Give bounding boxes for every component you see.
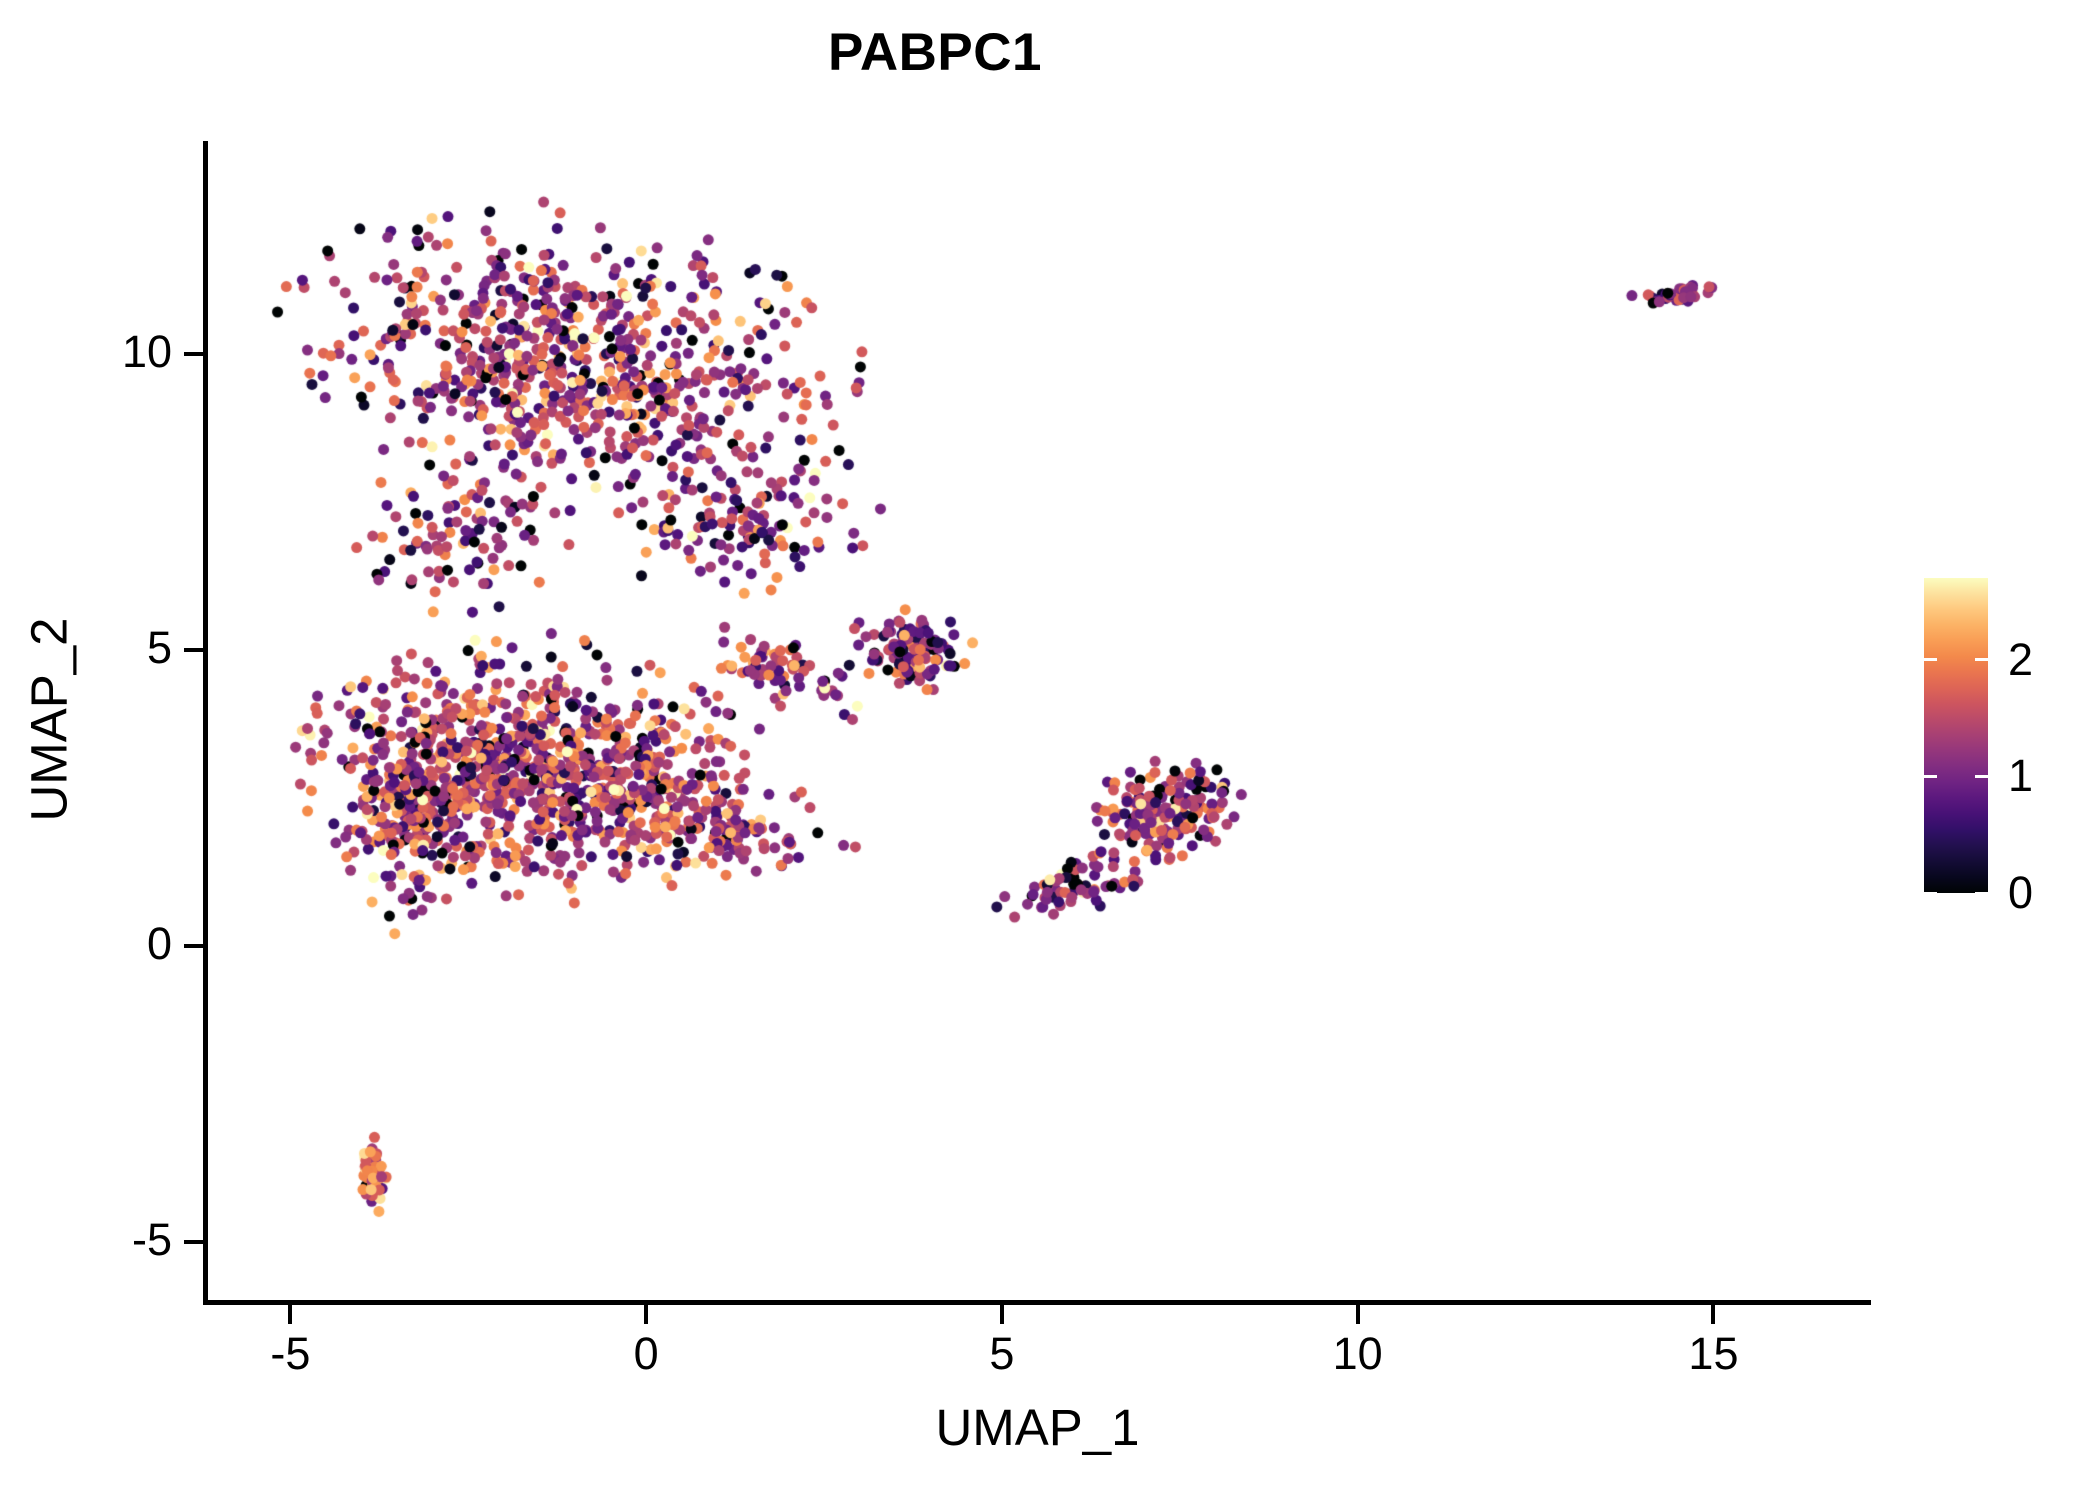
colorbar-tick-mark bbox=[1924, 774, 1937, 778]
scatter-plot-panel bbox=[205, 141, 1870, 1301]
x-axis-line bbox=[203, 1300, 1871, 1305]
y-tick-mark bbox=[184, 352, 203, 357]
colorbar-tick-mark bbox=[1975, 891, 1988, 895]
x-tick-label: -5 bbox=[270, 1328, 311, 1379]
x-tick-label: 15 bbox=[1688, 1328, 1739, 1379]
x-tick-mark bbox=[999, 1305, 1004, 1324]
x-tick-mark bbox=[288, 1305, 293, 1324]
y-tick-mark bbox=[184, 943, 203, 948]
page-title: PABPC1 bbox=[827, 23, 1043, 82]
color-legend: 0 1 2 bbox=[1924, 578, 2094, 918]
y-axis-line bbox=[203, 141, 208, 1304]
x-tick-mark bbox=[644, 1305, 649, 1324]
colorbar-tick-label: 0 bbox=[2008, 867, 2034, 918]
y-axis-title: UMAP_2 bbox=[20, 617, 78, 822]
colorbar-tick-mark bbox=[1975, 658, 1988, 662]
colorbar-tick-mark bbox=[1924, 658, 1937, 662]
x-tick-mark bbox=[1711, 1305, 1716, 1324]
colorbar-gradient bbox=[1924, 578, 1988, 893]
y-tick-mark bbox=[184, 1239, 203, 1244]
y-tick-mark bbox=[184, 647, 203, 652]
x-tick-label: 5 bbox=[989, 1328, 1015, 1379]
x-tick-mark bbox=[1355, 1305, 1360, 1324]
x-tick-label: 0 bbox=[633, 1328, 659, 1379]
colorbar-tick-label: 2 bbox=[2008, 633, 2034, 685]
colorbar-tick-mark bbox=[1924, 891, 1937, 895]
colorbar-tick-mark bbox=[1975, 774, 1988, 778]
colorbar-tick-label: 1 bbox=[2008, 750, 2034, 802]
x-tick-label: 10 bbox=[1332, 1328, 1383, 1379]
scatter-points-layer bbox=[205, 141, 1870, 1301]
x-axis-title: UMAP_1 bbox=[935, 1399, 1140, 1456]
